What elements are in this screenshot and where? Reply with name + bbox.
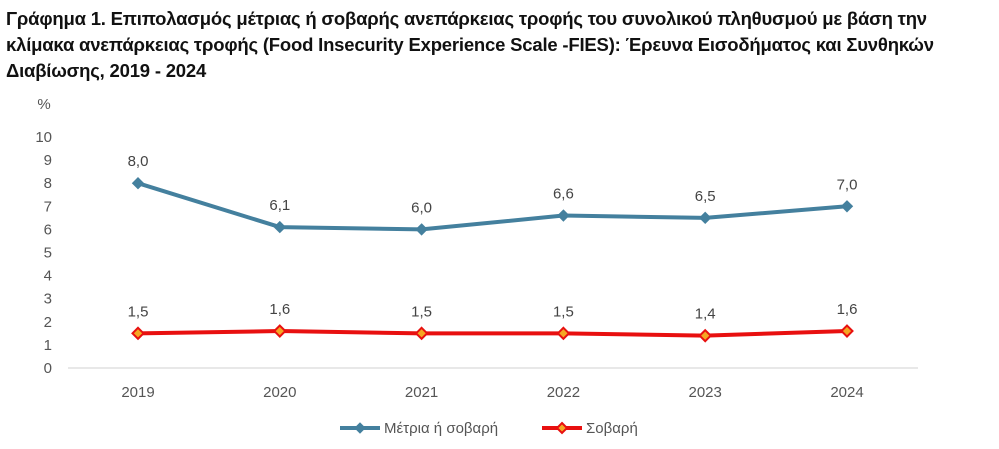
x-tick-label: 2024 — [830, 384, 863, 401]
y-tick-label: 3 — [44, 291, 52, 308]
data-point-marker — [272, 324, 287, 338]
legend-marker — [555, 421, 569, 435]
x-tick-label: 2023 — [689, 384, 722, 401]
y-tick-label: 1 — [44, 337, 52, 354]
y-tick-label: 5 — [44, 245, 52, 262]
data-label: 8,0 — [128, 153, 149, 170]
legend-label: Μέτρια ή σοβαρή — [384, 420, 498, 437]
series-line-1 — [137, 329, 848, 338]
y-tick-label: 10 — [35, 129, 52, 146]
data-label: 6,1 — [269, 197, 290, 214]
data-point-marker — [698, 328, 713, 343]
data-point-marker — [131, 176, 145, 190]
y-tick-label: 7 — [44, 198, 52, 215]
x-tick-label: 2020 — [263, 384, 296, 401]
data-label: 6,5 — [695, 188, 716, 205]
legend-marker — [354, 422, 366, 434]
data-label: 1,5 — [553, 303, 574, 320]
data-point-marker — [698, 211, 712, 225]
y-tick-label: 2 — [44, 314, 52, 331]
y-axis-label: % — [37, 96, 50, 113]
data-label: 1,6 — [269, 301, 290, 318]
data-point-marker — [840, 200, 854, 213]
data-label: 6,0 — [411, 199, 432, 216]
data-point-marker — [273, 220, 287, 234]
y-tick-label: 9 — [44, 152, 52, 169]
series-line-0 — [137, 181, 848, 232]
x-tick-label: 2021 — [405, 384, 438, 401]
y-tick-label: 6 — [44, 221, 52, 238]
data-label: 1,4 — [695, 306, 716, 323]
data-point-marker — [557, 209, 570, 222]
y-tick-label: 4 — [44, 268, 52, 285]
data-point-marker — [415, 223, 428, 236]
x-tick-label: 2019 — [121, 384, 154, 401]
legend-label: Σοβαρή — [586, 420, 638, 437]
data-point-marker — [414, 326, 429, 341]
chart-title: Γράφημα 1. Επιπολασμός μέτριας ή σοβαρής… — [6, 8, 934, 81]
data-point-marker — [840, 324, 854, 338]
x-tick-label: 2022 — [547, 384, 580, 401]
y-tick-label: 0 — [44, 360, 52, 377]
data-label: 1,5 — [128, 303, 149, 320]
data-point-marker — [131, 326, 145, 341]
data-label: 6,6 — [553, 186, 574, 203]
data-label: 1,6 — [837, 301, 858, 318]
y-tick-label: 8 — [44, 175, 52, 192]
data-label: 1,5 — [411, 303, 432, 320]
data-point-marker — [556, 326, 571, 341]
data-label: 7,0 — [837, 176, 858, 193]
